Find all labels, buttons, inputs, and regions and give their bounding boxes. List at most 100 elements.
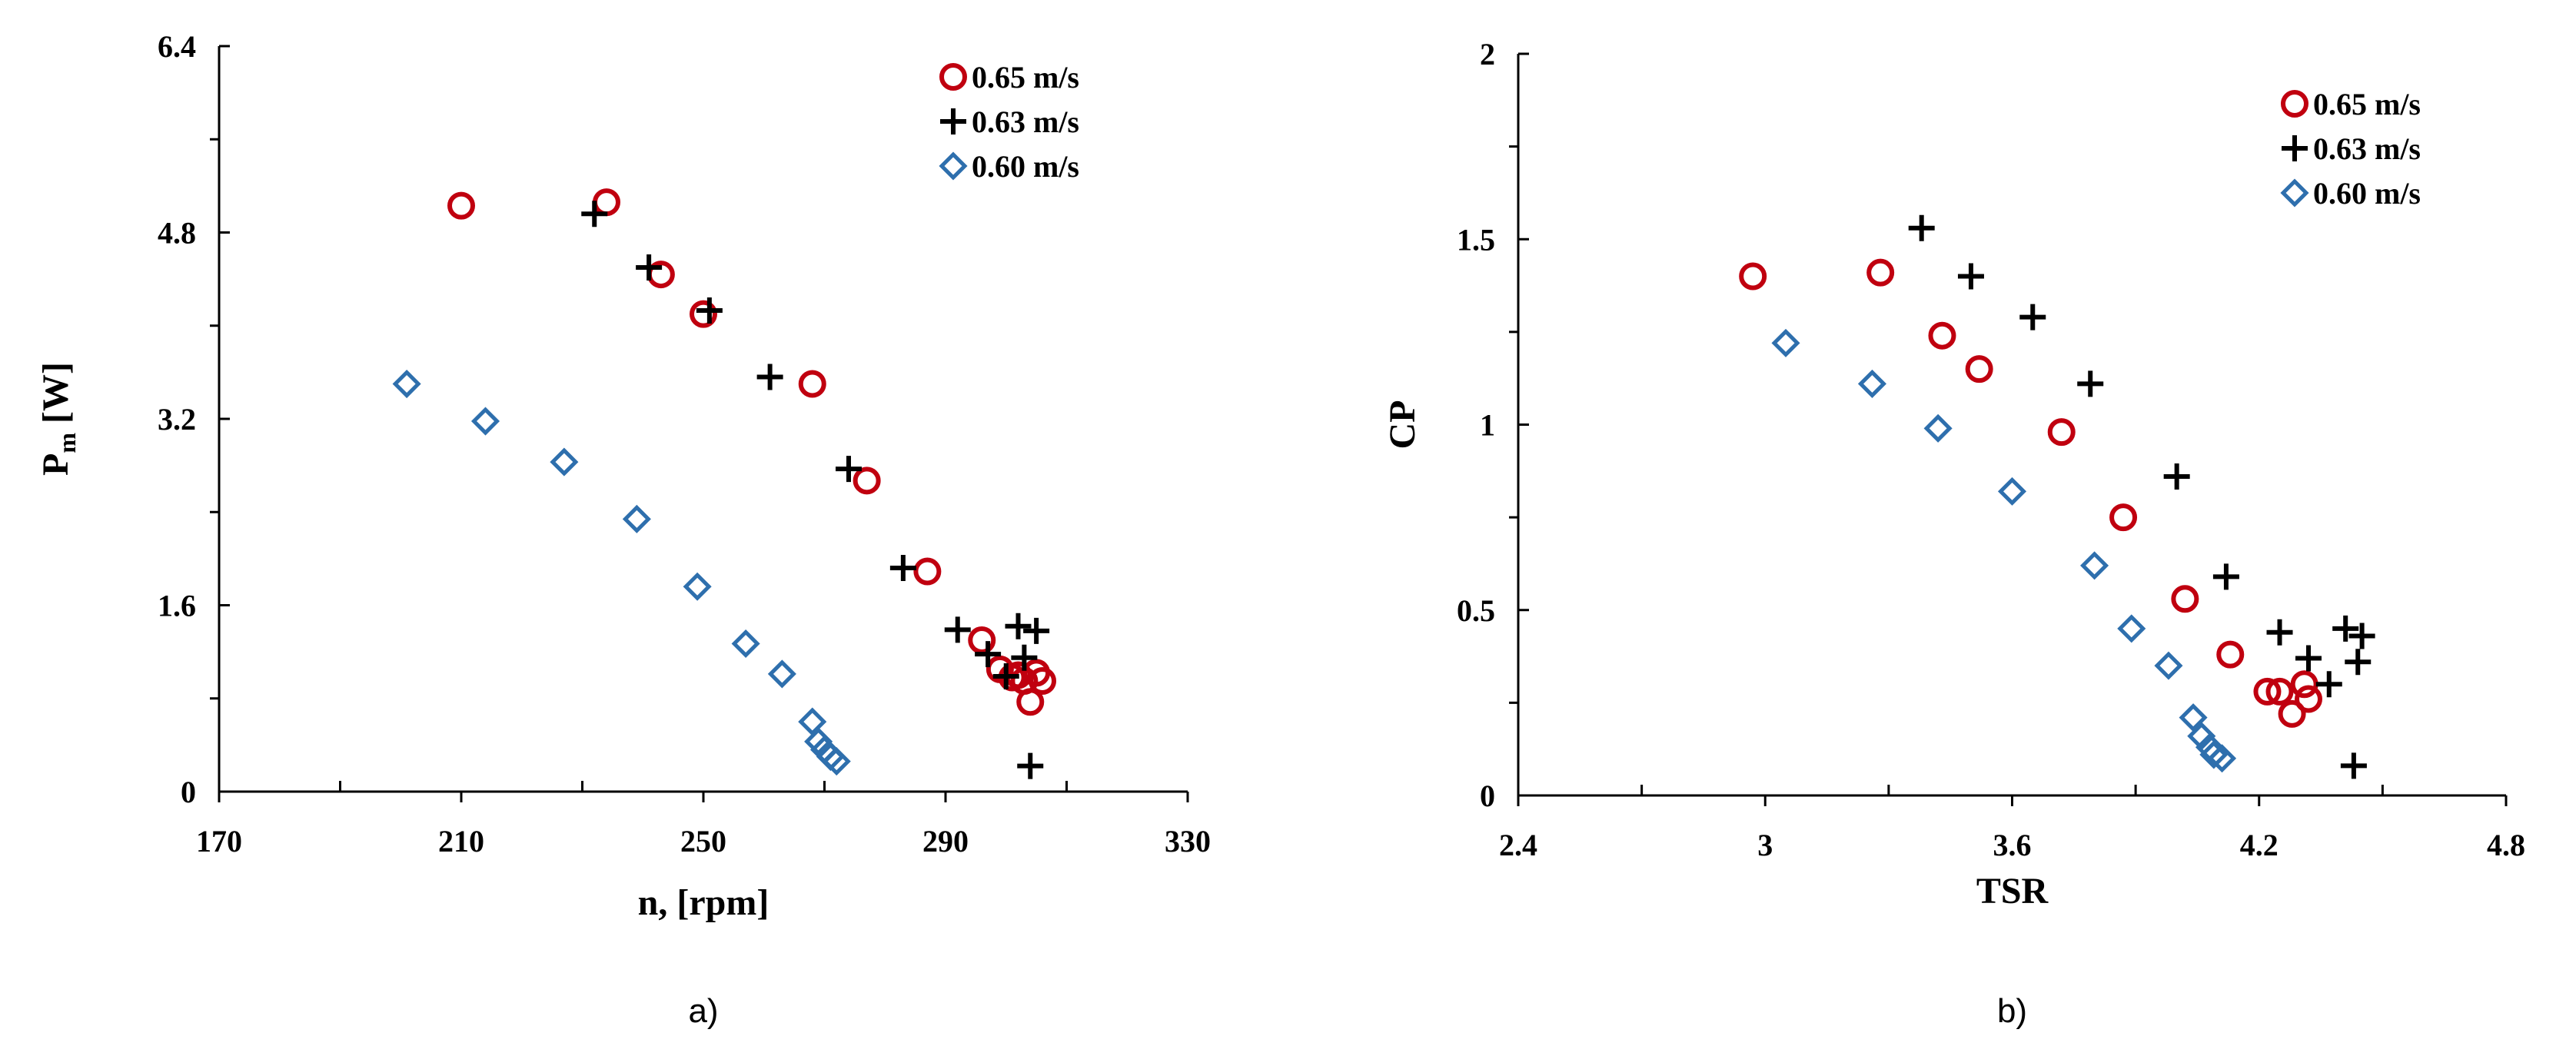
data-point (1016, 688, 1045, 716)
data-point (836, 456, 862, 483)
data-point (2340, 752, 2367, 779)
data-point (636, 254, 663, 281)
y-tick-label: 0.5 (1457, 593, 1495, 628)
data-point (2265, 677, 2294, 706)
data-point (798, 707, 827, 736)
x-tick-label: 2.4 (1499, 828, 1537, 862)
y-tick-label: 2 (1480, 37, 1495, 71)
data-point (2345, 649, 2372, 676)
data-point (1965, 355, 1993, 384)
data-point (2332, 615, 2359, 642)
legend-marker-plus (2282, 135, 2308, 161)
data-point (2163, 463, 2190, 490)
data-point (683, 572, 712, 601)
y-axis-title: CP (1382, 400, 1423, 450)
data-point (2253, 677, 2282, 706)
data-point (1011, 644, 1038, 671)
data-point (889, 555, 916, 581)
data-point (2295, 645, 2322, 672)
data-point (2080, 551, 2109, 580)
data-point (2315, 671, 2342, 698)
data-point (2077, 370, 2104, 397)
data-point (798, 370, 826, 398)
legend-marker-diamond (939, 151, 968, 181)
panel-label: b) (1997, 992, 2027, 1030)
series-s063 (581, 201, 1050, 779)
data-point (822, 747, 851, 776)
data-point (1739, 262, 1767, 291)
data-point (731, 629, 760, 659)
chart-a: 0 1.6 3.2 4.8 6.4 170 210 250 290 330 n, [rpm] Pm [… (35, 29, 1211, 1030)
legend-label: 0.60 m/s (2313, 176, 2421, 211)
data-point (1957, 263, 1984, 290)
data-point (447, 191, 475, 220)
x-tick-label: 170 (196, 824, 242, 858)
data-point (581, 201, 608, 227)
data-point (1005, 613, 1032, 639)
panel-label: a) (688, 992, 718, 1030)
y-axis-title: Pm [W] (35, 362, 81, 476)
x-tick-label: 3.6 (1993, 828, 2032, 862)
x-tick-label: 290 (922, 824, 969, 858)
data-point (1023, 617, 1050, 644)
data-point (550, 447, 579, 477)
y-tick-label: 0 (181, 775, 196, 809)
legend-label: 0.63 m/s (972, 105, 1079, 139)
x-axis-title: TSR (1976, 871, 2049, 912)
x-tick-label: 4.2 (2240, 828, 2279, 862)
data-point (690, 300, 717, 328)
data-point (756, 364, 783, 390)
data-point (1928, 321, 1956, 350)
data-point (2278, 699, 2306, 728)
data-point (392, 369, 421, 399)
legend-label: 0.60 m/s (972, 149, 1079, 184)
data-point (2199, 740, 2229, 769)
series-s060 (1771, 328, 2237, 773)
data-point (1857, 369, 1886, 398)
x-tick-label: 210 (438, 824, 484, 858)
legend-label: 0.63 m/s (2313, 131, 2421, 166)
data-point (1771, 328, 1800, 357)
data-point (853, 467, 881, 495)
series-s063 (1908, 214, 2375, 779)
data-point (1908, 214, 1935, 241)
data-point (2208, 744, 2237, 773)
x-tick-label: 3 (1757, 828, 1773, 862)
data-point (767, 659, 796, 689)
data-point (2290, 670, 2318, 699)
data-point (1997, 477, 2027, 506)
data-point (2047, 418, 2076, 447)
legend-marker-plus (940, 108, 966, 134)
x-tick-label: 330 (1165, 824, 1211, 858)
data-point (913, 557, 942, 586)
data-point (2212, 563, 2239, 590)
data-point (2266, 619, 2293, 646)
y-tick-label: 4.8 (158, 216, 196, 251)
y-tick-label: 1 (1480, 408, 1495, 443)
legend-marker-circle (2281, 90, 2308, 118)
data-point (2109, 503, 2138, 532)
data-point (2171, 585, 2199, 613)
data-point (944, 616, 971, 643)
data-point (1017, 752, 1044, 779)
series-s060 (392, 369, 851, 776)
data-point (2019, 304, 2046, 330)
x-tick-label: 250 (680, 824, 726, 858)
data-point (622, 504, 651, 533)
series-s065 (447, 188, 1056, 716)
legend-label: 0.65 m/s (2313, 87, 2421, 121)
legend-marker-circle (939, 63, 967, 91)
data-point (1866, 258, 1895, 287)
data-point (2117, 614, 2146, 643)
y-tick-label: 1.5 (1457, 222, 1495, 257)
data-point (975, 641, 1002, 668)
series-s065 (1739, 258, 2322, 728)
x-tick-label: 4.8 (2487, 828, 2525, 862)
y-tick-label: 1.6 (158, 589, 196, 623)
data-point (1923, 413, 1953, 443)
data-point (992, 662, 1019, 689)
data-point (593, 188, 620, 217)
y-tick-label: 3.2 (158, 402, 196, 437)
data-point (2348, 623, 2375, 649)
